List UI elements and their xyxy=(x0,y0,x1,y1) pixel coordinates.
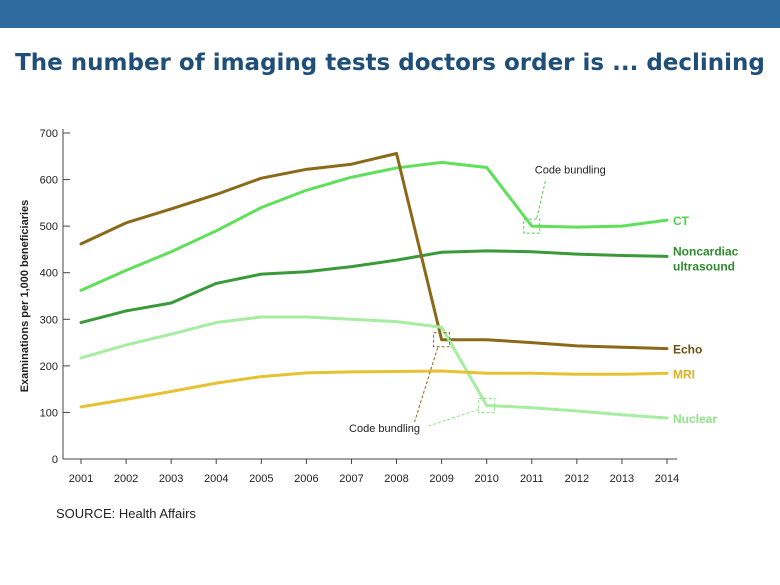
annotation-box-echo xyxy=(433,332,451,348)
y-tick-label: 300 xyxy=(40,314,58,326)
x-tick-label: 2012 xyxy=(565,473,589,485)
y-tick-label: 100 xyxy=(40,407,58,419)
x-tick-label: 2011 xyxy=(520,473,544,485)
annotation-leader-ct xyxy=(536,179,547,219)
y-tick-label: 0 xyxy=(52,454,58,466)
x-tick-label: 2004 xyxy=(204,473,228,485)
y-tick-label: 700 xyxy=(40,128,58,140)
annotation-box-nuclear xyxy=(478,397,496,413)
series-line-mri xyxy=(79,369,669,409)
header-bar xyxy=(0,0,780,28)
series-line-ct xyxy=(79,160,669,292)
source-note: SOURCE: Health Affairs xyxy=(56,506,196,521)
legend-label-echo: Echo xyxy=(673,343,702,357)
y-tick-label: 500 xyxy=(40,221,58,233)
y-axis-label: Examinations per 1,000 beneficiaries xyxy=(19,200,31,393)
legend-label-ct: CT xyxy=(673,214,690,228)
x-tick-label: 2008 xyxy=(384,473,408,485)
annotation-label-echo-nuclear: Code bundling xyxy=(349,423,420,435)
series-line-echo xyxy=(79,151,669,351)
legend-label-mri: MRI xyxy=(673,367,695,381)
y-tick-label: 200 xyxy=(40,361,58,373)
x-tick-label: 2002 xyxy=(114,473,138,485)
x-tick-label: 2013 xyxy=(610,473,634,485)
x-tick-label: 2005 xyxy=(249,473,273,485)
annotation-leader-echo xyxy=(414,347,439,423)
legend-label-noncardiac-ultrasound: Noncardiac ultrasound xyxy=(673,244,739,273)
legend-label-nuclear: Nuclear xyxy=(673,412,717,426)
y-tick-label: 400 xyxy=(40,268,58,280)
x-tick-label: 2001 xyxy=(69,473,93,485)
x-tick-label: 2014 xyxy=(655,473,679,485)
series-line-noncardiac-ultrasound xyxy=(79,249,669,325)
annotation-leader-nuclear xyxy=(428,408,479,427)
annotation-box-ct xyxy=(523,218,541,234)
y-tick-label: 600 xyxy=(40,175,58,187)
x-tick-label: 2003 xyxy=(159,473,183,485)
x-tick-label: 2006 xyxy=(294,473,318,485)
x-tick-label: 2010 xyxy=(474,473,498,485)
annotation-label-ct: Code bundling xyxy=(535,165,606,177)
x-tick-label: 2007 xyxy=(339,473,363,485)
series-line-nuclear xyxy=(79,315,669,420)
slide-title: The number of imaging tests doctors orde… xyxy=(15,50,765,76)
x-tick-label: 2009 xyxy=(429,473,453,485)
